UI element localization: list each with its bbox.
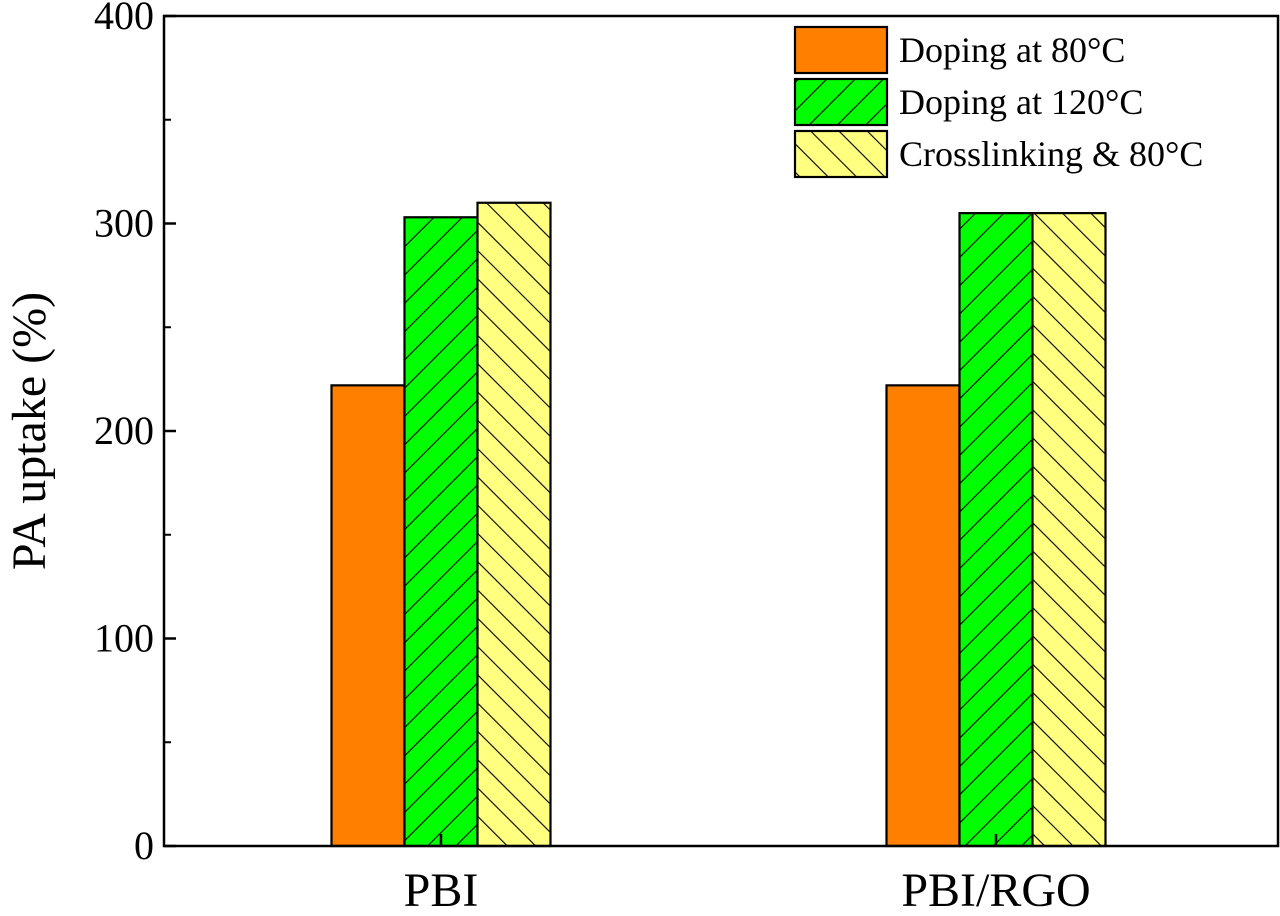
- y-tick-label: 300: [94, 201, 154, 246]
- legend-swatch-hatch: [795, 79, 887, 125]
- x-tick-label: PBI/RGO: [901, 864, 1090, 916]
- x-tick-label: PBI: [404, 864, 479, 916]
- plot-frame: [162, 14, 1280, 848]
- y-tick-label: 0: [134, 823, 154, 868]
- legend-label: Crosslinking & 80°C: [899, 134, 1203, 174]
- legend-label: Doping at 120°C: [899, 82, 1143, 122]
- bar-pbi-rgo-series-2: [958, 212, 1034, 848]
- y-tick-label: 400: [94, 0, 154, 38]
- y-tick-label: 200: [94, 408, 154, 453]
- legend-swatch-hatch: [795, 131, 887, 177]
- bar-pbi-rgo-series-1: [885, 384, 961, 848]
- legend-label: Doping at 80°C: [899, 30, 1125, 70]
- legend-swatch-outline: [793, 129, 889, 179]
- bar-pbi-series-2: [403, 216, 479, 848]
- y-tick-label: 100: [94, 616, 154, 661]
- bar-fill: [331, 385, 405, 846]
- legend-swatch-outline: [793, 25, 889, 75]
- y-axis-ticks: [164, 14, 176, 848]
- y-axis-tick-labels: 0 100 200 300 400: [94, 0, 154, 868]
- legend: Doping at 80°C Doping at 120°C Crosslinkin…: [793, 25, 1203, 179]
- bar-hatch: [1032, 213, 1106, 846]
- y-axis-title: PA uptake (%): [3, 292, 56, 570]
- bar-pbi-rgo-series-3: [1031, 212, 1107, 848]
- legend-entry-3: Crosslinking & 80°C: [793, 129, 1203, 179]
- legend-entry-2: Doping at 120°C: [793, 77, 1143, 127]
- bar-hatch: [477, 202, 551, 846]
- bar-fill: [886, 385, 960, 846]
- legend-swatch-fill: [795, 27, 887, 73]
- bar-hatch: [959, 213, 1033, 846]
- x-axis-tick-labels: PBI PBI/RGO: [404, 834, 1091, 916]
- bar-pbi-series-3: [476, 201, 552, 848]
- bars: [330, 201, 1107, 848]
- legend-swatch-outline: [793, 77, 889, 127]
- bar-pbi-series-1: [330, 384, 406, 848]
- legend-entry-1: Doping at 80°C: [793, 25, 1125, 75]
- bar-hatch: [404, 217, 478, 846]
